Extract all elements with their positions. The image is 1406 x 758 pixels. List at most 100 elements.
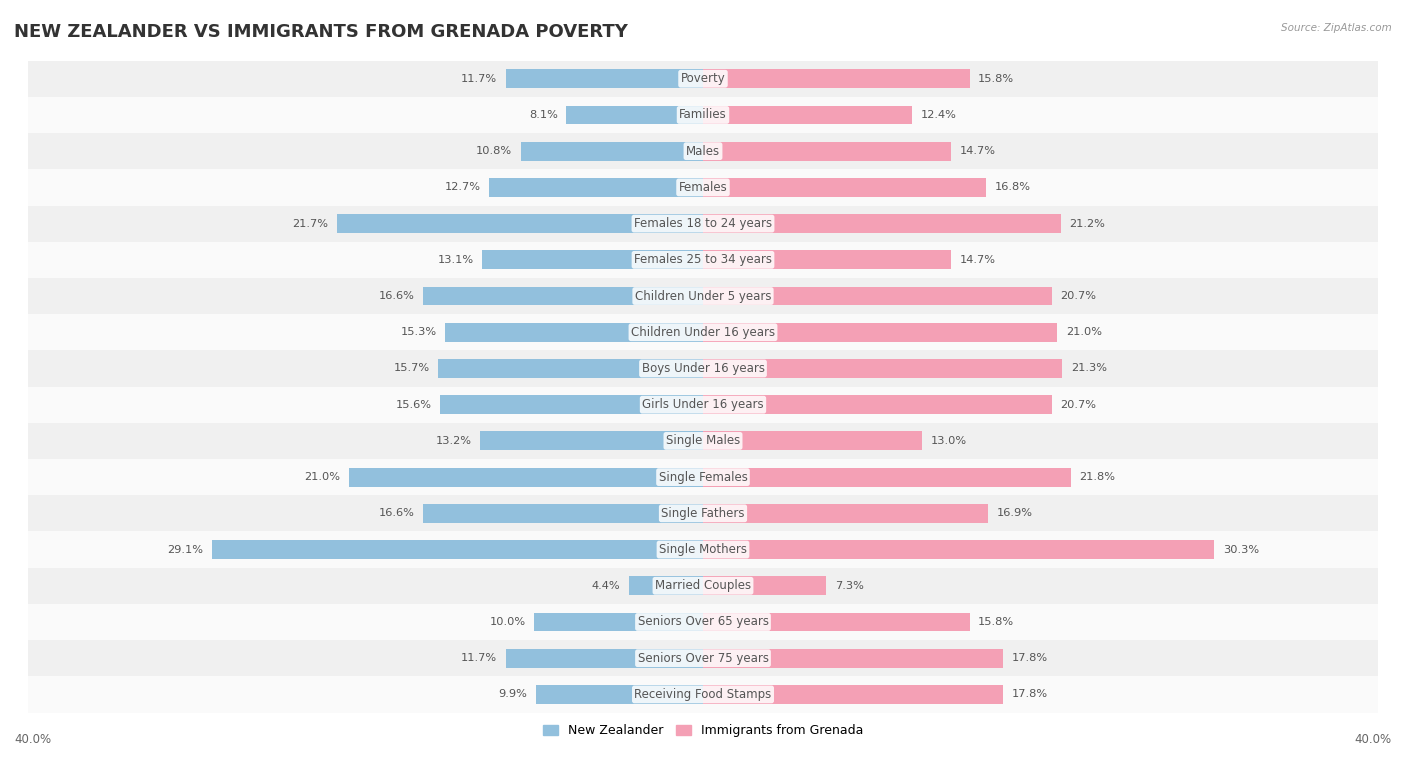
Text: Females 25 to 34 years: Females 25 to 34 years bbox=[634, 253, 772, 266]
Bar bbox=[423, 504, 703, 523]
Text: 20.7%: 20.7% bbox=[1060, 291, 1097, 301]
Text: 9.9%: 9.9% bbox=[499, 690, 527, 700]
Text: 11.7%: 11.7% bbox=[461, 74, 498, 83]
Text: 16.8%: 16.8% bbox=[995, 183, 1031, 193]
Bar bbox=[28, 278, 1378, 314]
Text: 21.2%: 21.2% bbox=[1069, 218, 1105, 229]
Text: Single Mothers: Single Mothers bbox=[659, 543, 747, 556]
Text: Boys Under 16 years: Boys Under 16 years bbox=[641, 362, 765, 375]
Bar bbox=[212, 540, 703, 559]
Text: 17.8%: 17.8% bbox=[1012, 653, 1047, 663]
Text: 10.8%: 10.8% bbox=[477, 146, 512, 156]
Bar bbox=[28, 314, 1378, 350]
Bar bbox=[703, 576, 827, 595]
Text: NEW ZEALANDER VS IMMIGRANTS FROM GRENADA POVERTY: NEW ZEALANDER VS IMMIGRANTS FROM GRENADA… bbox=[14, 23, 628, 41]
Text: Married Couples: Married Couples bbox=[655, 579, 751, 592]
Bar bbox=[628, 576, 703, 595]
Text: Receiving Food Stamps: Receiving Food Stamps bbox=[634, 688, 772, 701]
Text: 10.0%: 10.0% bbox=[489, 617, 526, 627]
Bar bbox=[28, 350, 1378, 387]
Bar bbox=[28, 640, 1378, 676]
Text: 13.0%: 13.0% bbox=[931, 436, 967, 446]
Bar bbox=[28, 61, 1378, 97]
Text: Seniors Over 65 years: Seniors Over 65 years bbox=[637, 615, 769, 628]
Text: 4.4%: 4.4% bbox=[592, 581, 620, 590]
Text: 21.0%: 21.0% bbox=[304, 472, 340, 482]
Text: 21.7%: 21.7% bbox=[292, 218, 329, 229]
Bar bbox=[703, 468, 1071, 487]
Text: Females 18 to 24 years: Females 18 to 24 years bbox=[634, 217, 772, 230]
Bar bbox=[703, 142, 950, 161]
Text: 15.8%: 15.8% bbox=[979, 74, 1014, 83]
Bar bbox=[28, 133, 1378, 169]
Text: Poverty: Poverty bbox=[681, 72, 725, 85]
Bar bbox=[28, 568, 1378, 604]
Bar bbox=[489, 178, 703, 197]
Bar bbox=[28, 459, 1378, 495]
Bar bbox=[534, 612, 703, 631]
Text: 7.3%: 7.3% bbox=[835, 581, 863, 590]
Bar bbox=[481, 431, 703, 450]
Text: 29.1%: 29.1% bbox=[167, 544, 204, 555]
Bar bbox=[28, 205, 1378, 242]
Bar bbox=[28, 387, 1378, 423]
Bar bbox=[506, 69, 703, 88]
Bar bbox=[703, 178, 987, 197]
Text: 13.1%: 13.1% bbox=[437, 255, 474, 265]
Bar bbox=[703, 250, 950, 269]
Text: Females: Females bbox=[679, 181, 727, 194]
Bar bbox=[703, 685, 1004, 704]
Bar bbox=[703, 612, 970, 631]
Text: Children Under 16 years: Children Under 16 years bbox=[631, 326, 775, 339]
Text: 15.6%: 15.6% bbox=[395, 399, 432, 409]
Text: Girls Under 16 years: Girls Under 16 years bbox=[643, 398, 763, 411]
Text: 15.3%: 15.3% bbox=[401, 327, 436, 337]
Bar bbox=[28, 531, 1378, 568]
Text: 16.9%: 16.9% bbox=[997, 509, 1032, 518]
Text: Single Fathers: Single Fathers bbox=[661, 507, 745, 520]
Text: 13.2%: 13.2% bbox=[436, 436, 472, 446]
Bar bbox=[28, 242, 1378, 278]
Text: 16.6%: 16.6% bbox=[378, 509, 415, 518]
Text: 21.3%: 21.3% bbox=[1071, 364, 1107, 374]
Text: 40.0%: 40.0% bbox=[1355, 732, 1392, 746]
Bar bbox=[703, 215, 1060, 233]
Bar bbox=[703, 504, 988, 523]
Bar bbox=[28, 97, 1378, 133]
Bar bbox=[703, 359, 1063, 378]
Text: 30.3%: 30.3% bbox=[1223, 544, 1258, 555]
Text: 15.8%: 15.8% bbox=[979, 617, 1014, 627]
Text: 16.6%: 16.6% bbox=[378, 291, 415, 301]
Text: 14.7%: 14.7% bbox=[959, 255, 995, 265]
Text: 15.7%: 15.7% bbox=[394, 364, 430, 374]
Bar bbox=[423, 287, 703, 305]
Bar bbox=[28, 423, 1378, 459]
Text: 40.0%: 40.0% bbox=[14, 732, 51, 746]
Bar bbox=[703, 287, 1052, 305]
Bar bbox=[536, 685, 703, 704]
Bar bbox=[703, 323, 1057, 342]
Text: Single Females: Single Females bbox=[658, 471, 748, 484]
Text: Single Males: Single Males bbox=[666, 434, 740, 447]
Bar bbox=[28, 676, 1378, 713]
Bar bbox=[506, 649, 703, 668]
Bar bbox=[703, 105, 912, 124]
Bar bbox=[28, 169, 1378, 205]
Bar bbox=[703, 395, 1052, 414]
Bar bbox=[28, 495, 1378, 531]
Text: Families: Families bbox=[679, 108, 727, 121]
Text: 21.0%: 21.0% bbox=[1066, 327, 1102, 337]
Text: Males: Males bbox=[686, 145, 720, 158]
Bar bbox=[28, 604, 1378, 640]
Text: 14.7%: 14.7% bbox=[959, 146, 995, 156]
Bar bbox=[440, 395, 703, 414]
Legend: New Zealander, Immigrants from Grenada: New Zealander, Immigrants from Grenada bbox=[538, 719, 868, 742]
Bar bbox=[703, 69, 970, 88]
Text: 12.4%: 12.4% bbox=[921, 110, 956, 120]
Text: Children Under 5 years: Children Under 5 years bbox=[634, 290, 772, 302]
Text: 17.8%: 17.8% bbox=[1012, 690, 1047, 700]
Bar bbox=[703, 649, 1004, 668]
Bar bbox=[337, 215, 703, 233]
Bar bbox=[482, 250, 703, 269]
Text: 12.7%: 12.7% bbox=[444, 183, 481, 193]
